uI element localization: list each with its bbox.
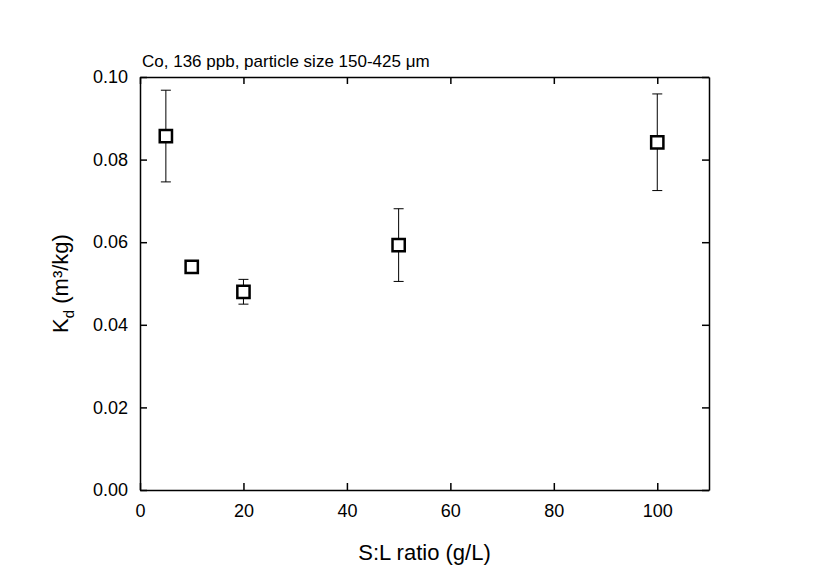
- x-axis: 0 20 40 60 80 100: [135, 483, 709, 521]
- tick: 0.08: [93, 150, 147, 170]
- x-axis-top-line: [141, 77, 710, 79]
- tick: [702, 242, 709, 243]
- chart: 0 20 40 60 80 100 0.00 0.02 0.04 0.06 0.08 0.10 Co, …: [0, 0, 825, 577]
- tick-label: 100: [643, 501, 673, 521]
- tick-label: 0.06: [93, 232, 128, 252]
- tick: 60: [441, 483, 461, 521]
- tick-label: 80: [544, 501, 564, 521]
- tick-mark: [347, 77, 349, 84]
- tick: [347, 77, 348, 84]
- x-axis-top: [141, 77, 710, 84]
- point: [237, 286, 249, 298]
- tick-mark: [702, 242, 709, 244]
- tick: [657, 77, 658, 84]
- tick-mark: [702, 325, 709, 327]
- tick: [702, 77, 709, 78]
- point: [651, 136, 663, 148]
- error-bar-cap: [652, 93, 662, 94]
- point: [186, 261, 198, 273]
- tick-mark: [702, 159, 709, 161]
- tick-mark: [702, 490, 709, 492]
- tick: 80: [544, 483, 564, 521]
- y-axis-right-line: [709, 78, 711, 491]
- tick-mark: [450, 77, 452, 84]
- tick: 0.06: [93, 232, 147, 252]
- y-axis-title: Kd (m³/kg): [48, 234, 77, 333]
- x-axis-line: [141, 490, 710, 492]
- tick-mark: [450, 483, 452, 490]
- tick: [702, 490, 709, 491]
- tick: [702, 407, 709, 408]
- x-axis-title: S:L ratio (g/L): [358, 540, 490, 565]
- tick: [702, 325, 709, 326]
- error-bar-cap: [238, 304, 248, 305]
- tick-label: 20: [234, 501, 254, 521]
- tick: 0.04: [93, 315, 147, 335]
- tick-mark: [554, 77, 556, 84]
- tick: [450, 77, 451, 84]
- error-bar-cap: [161, 90, 171, 91]
- tick-mark: [140, 407, 147, 409]
- tick-mark: [140, 242, 147, 244]
- error-bar-cap: [652, 190, 662, 191]
- tick-label: 60: [441, 501, 461, 521]
- tick-label: 0: [135, 501, 145, 521]
- tick-mark: [243, 77, 245, 84]
- point: [160, 130, 172, 142]
- y-axis-right: [702, 78, 710, 491]
- tick-mark: [657, 77, 659, 84]
- error-bar-cap: [394, 281, 404, 282]
- tick-mark: [702, 77, 709, 79]
- data-marks: [160, 90, 664, 304]
- tick: 100: [643, 483, 673, 521]
- tick: 0.00: [93, 480, 147, 500]
- tick-label: 0.08: [93, 150, 128, 170]
- tick: 40: [337, 483, 357, 521]
- tick-mark: [140, 159, 147, 161]
- tick-mark: [347, 483, 349, 490]
- tick-label: 40: [337, 501, 357, 521]
- tick: 20: [234, 483, 254, 521]
- tick-mark: [554, 483, 556, 490]
- tick-label: 0.02: [93, 398, 128, 418]
- tick-label: 0.10: [93, 67, 128, 87]
- y-axis-line: [140, 78, 142, 491]
- title: Co, 136 ppb, particle size 150-425 μm: [142, 52, 430, 71]
- tick-mark: [243, 483, 245, 490]
- error-bar-cap: [238, 279, 248, 280]
- tick-mark: [702, 407, 709, 409]
- tick: 0.10: [93, 67, 147, 87]
- tick: [554, 77, 555, 84]
- tick: [243, 77, 244, 84]
- tick-mark: [140, 490, 147, 492]
- tick: 0.02: [93, 398, 147, 418]
- tick: [702, 160, 709, 161]
- tick-label: 0.04: [93, 315, 128, 335]
- tick-mark: [140, 77, 147, 79]
- plot: 0 20 40 60 80 100 0.00 0.02 0.04 0.06 0.08 0.10 Co, …: [48, 52, 710, 565]
- error-bar-cap: [394, 208, 404, 209]
- error-bar-cap: [161, 181, 171, 182]
- point: [393, 239, 405, 251]
- tick-label: 0.00: [93, 480, 128, 500]
- tick-mark: [657, 483, 659, 490]
- y-axis: 0.00 0.02 0.04 0.06 0.08 0.10: [93, 67, 147, 500]
- tick-mark: [140, 325, 147, 327]
